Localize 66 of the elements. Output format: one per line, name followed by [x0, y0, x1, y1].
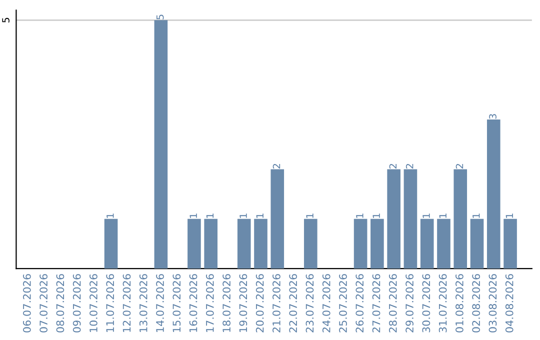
- bar: [204, 218, 218, 269]
- x-tick-label: 29.07.2026: [406, 274, 414, 332]
- bar: [304, 218, 318, 269]
- data-label: 1: [506, 214, 513, 218]
- data-label: 1: [472, 214, 480, 218]
- bar: [387, 169, 400, 269]
- x-tick-label: 01.08.2026: [456, 274, 464, 332]
- x-tick-label: 27.07.2026: [372, 274, 380, 332]
- x-tick-label: 31.07.2026: [438, 274, 447, 332]
- bar: [454, 169, 468, 269]
- bar: [104, 218, 118, 269]
- data-label: 1: [190, 214, 197, 218]
- data-label: 1: [439, 214, 446, 218]
- x-tick-label: 02.08.2026: [472, 274, 480, 332]
- data-label: 1: [306, 214, 314, 218]
- x-tick-label: 24.07.2026: [322, 274, 330, 332]
- x-tick-label: 26.07.2026: [356, 274, 364, 332]
- bar: [470, 218, 484, 269]
- data-label: 1: [206, 214, 214, 218]
- data-label: 2: [389, 164, 397, 169]
- data-label: 1: [422, 214, 430, 218]
- bar: [437, 218, 450, 269]
- data-label: 2: [406, 164, 414, 169]
- x-tick-label: 23.07.2026: [306, 274, 314, 332]
- data-label: 3: [489, 114, 496, 119]
- x-tick-label: 14.07.2026: [156, 274, 164, 332]
- x-tick-label: 16.07.2026: [189, 274, 198, 332]
- x-tick-label: 04.08.2026: [505, 274, 514, 332]
- x-tick-label: 19.07.2026: [239, 274, 248, 332]
- x-tick-label: 22.07.2026: [289, 274, 298, 332]
- data-label: 2: [456, 164, 464, 169]
- x-tick-label: 12.07.2026: [122, 274, 131, 332]
- x-tick-label: 30.07.2026: [422, 274, 430, 332]
- bar: [254, 218, 268, 269]
- x-tick-label: 13.07.2026: [139, 274, 148, 332]
- bar: [370, 218, 384, 269]
- data-label: 5: [156, 14, 164, 20]
- x-tick-label: 07.07.2026: [40, 274, 48, 332]
- data-label: 1: [256, 214, 264, 218]
- x-tick-label: 17.07.2026: [206, 274, 214, 332]
- data-label: 1: [106, 214, 114, 218]
- bar: [404, 169, 418, 269]
- data-label: 1: [372, 214, 380, 218]
- x-tick-label: 28.07.2026: [388, 274, 397, 332]
- x-tick-label: 11.07.2026: [106, 274, 114, 332]
- bar: [504, 218, 517, 269]
- x-tick-label: 03.08.2026: [488, 274, 497, 332]
- bar: [154, 20, 168, 269]
- bar: [270, 169, 284, 269]
- data-label: 1: [240, 214, 247, 218]
- x-tick-label: 06.07.2026: [22, 274, 31, 332]
- bar: [420, 218, 434, 269]
- x-tick-label: 09.07.2026: [72, 274, 81, 332]
- bar: [188, 218, 201, 269]
- x-tick-label: 10.07.2026: [90, 274, 98, 332]
- x-tick-label: 20.07.2026: [256, 274, 264, 332]
- data-label: 1: [356, 214, 364, 218]
- bar: [486, 120, 500, 269]
- bar: [237, 218, 251, 269]
- x-tick-label: 25.07.2026: [339, 274, 347, 332]
- x-tick-label: 08.07.2026: [56, 274, 64, 332]
- x-tick-label: 21.07.2026: [272, 274, 280, 332]
- x-tick-label: 18.07.2026: [222, 274, 230, 332]
- data-label: 2: [272, 164, 280, 169]
- x-tick-label: 15.07.2026: [172, 274, 181, 332]
- bar: [354, 218, 368, 269]
